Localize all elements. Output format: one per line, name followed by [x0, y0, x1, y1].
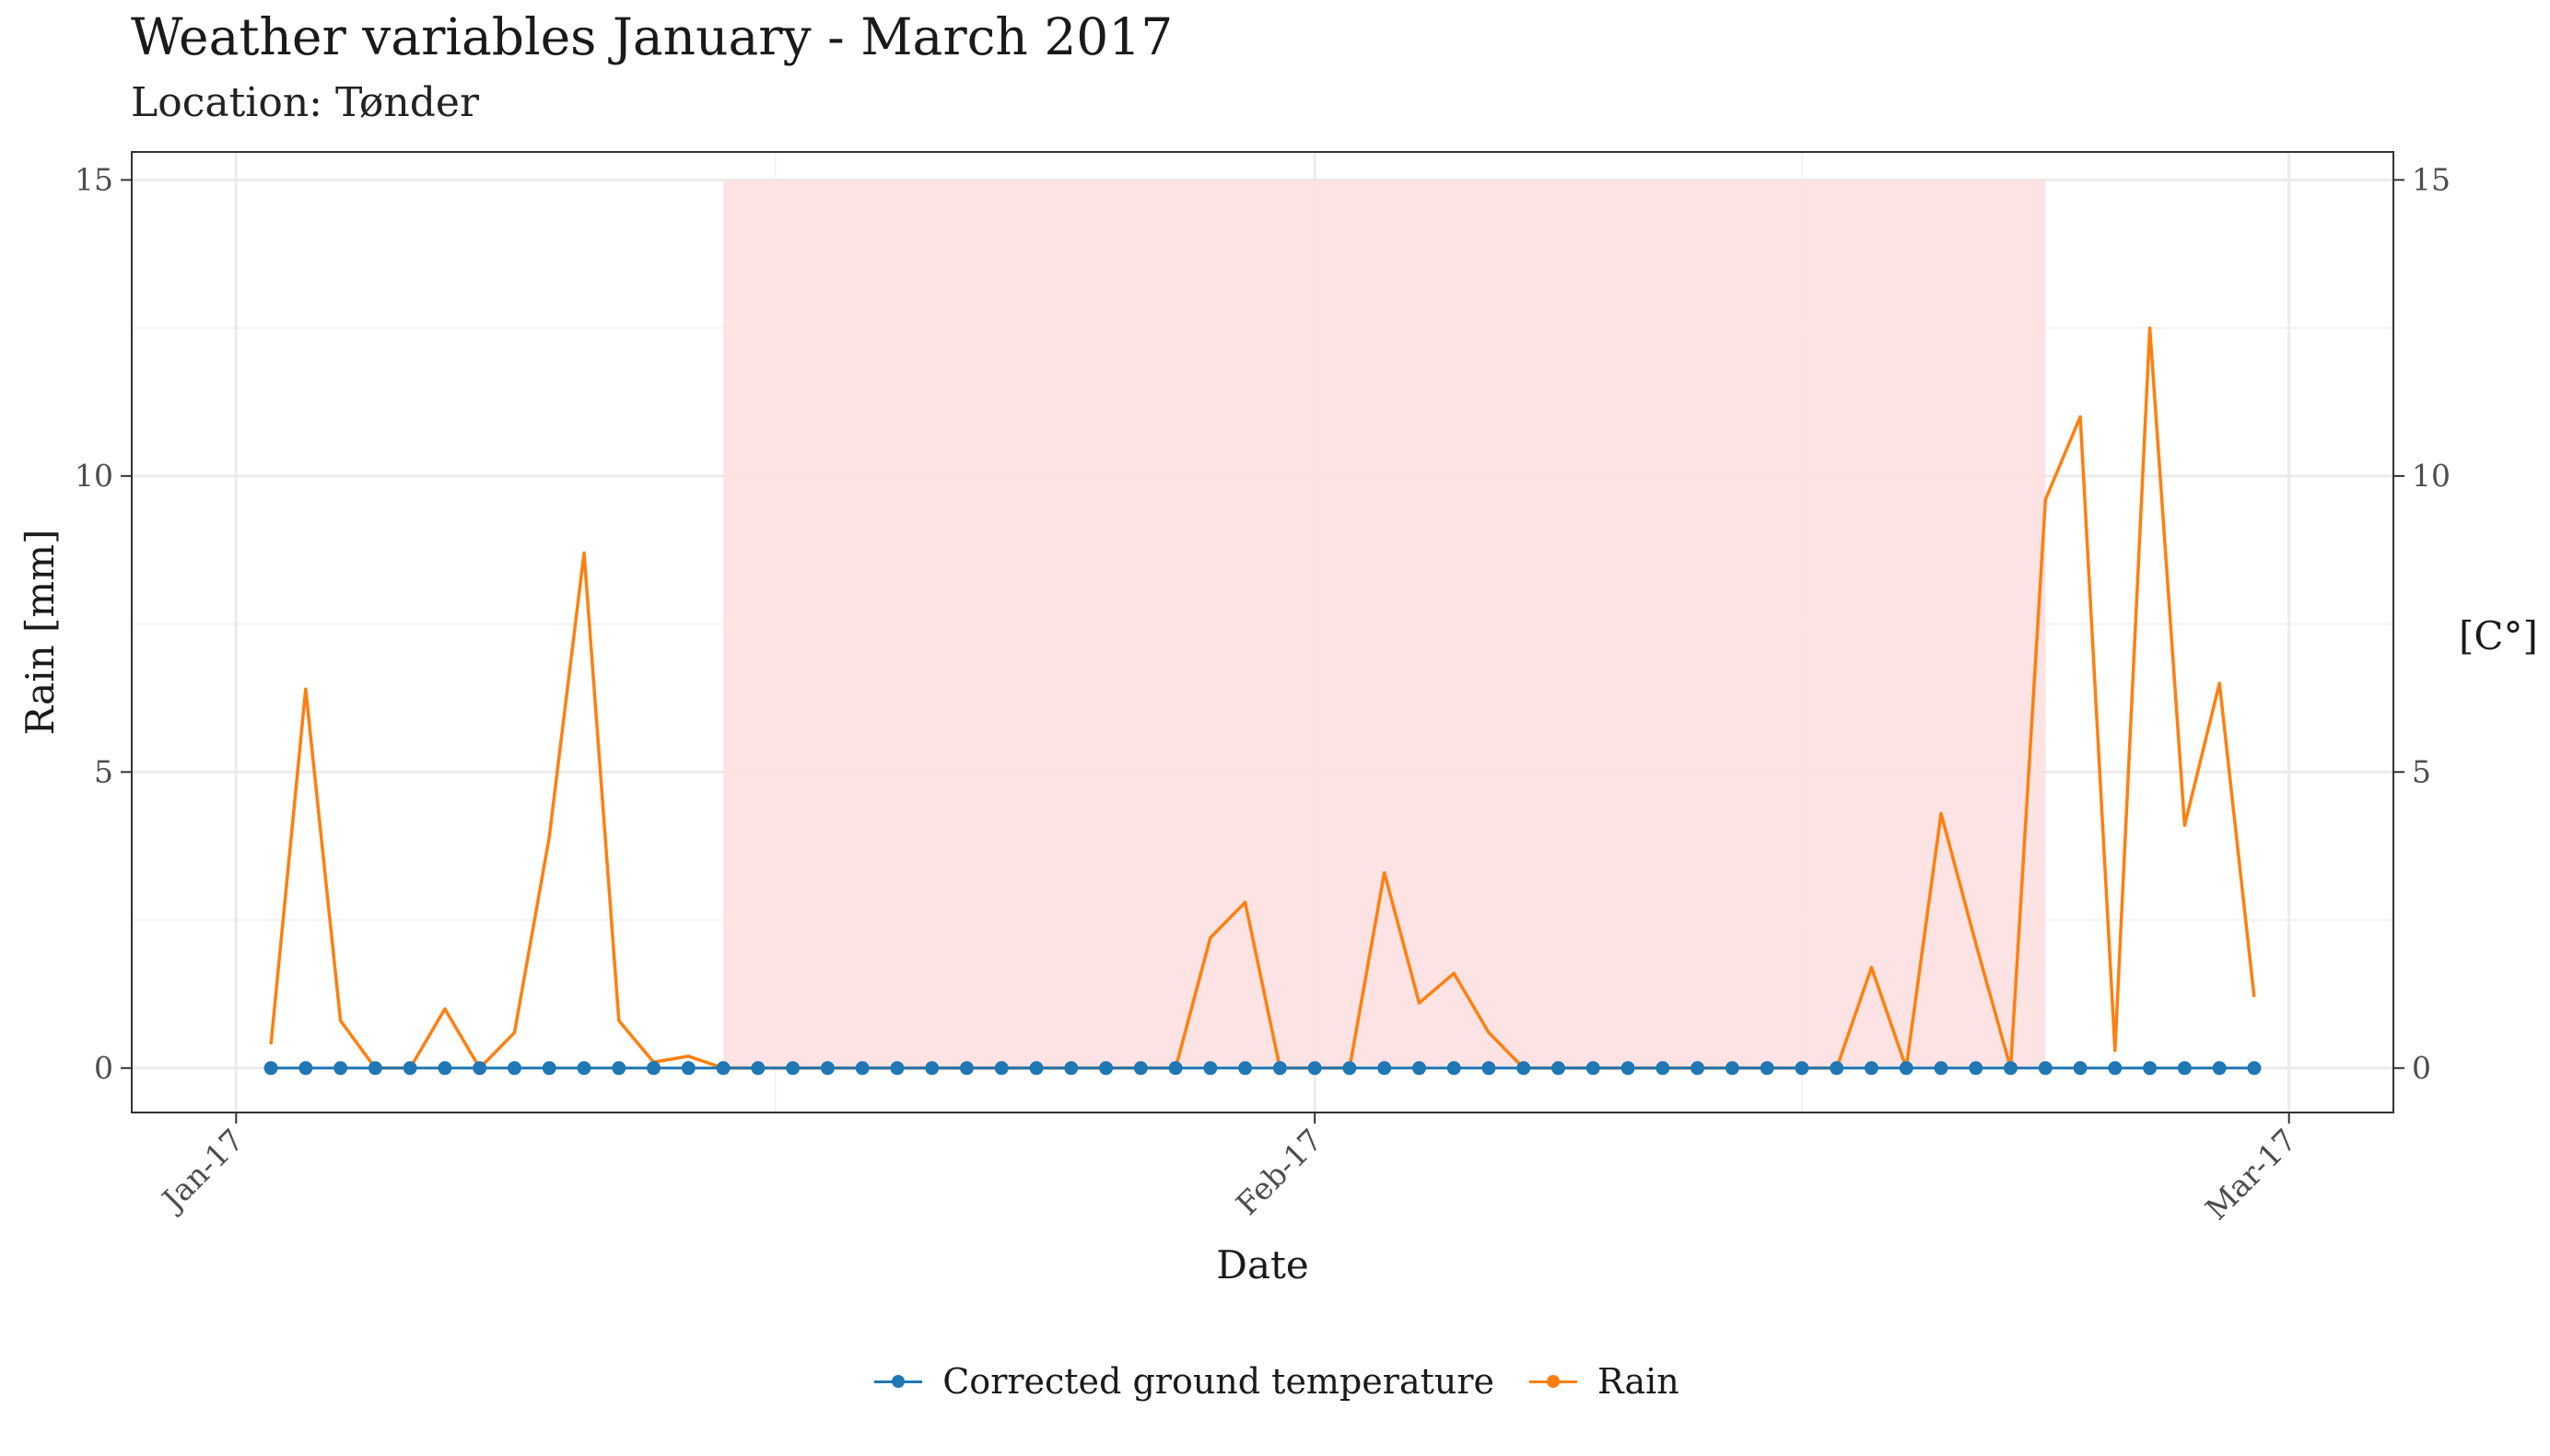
y2-tick-label: 15 [2412, 161, 2451, 197]
temperature-point [1655, 1061, 1670, 1076]
temperature-point [994, 1061, 1009, 1076]
legend-label-temperature: Corrected ground temperature [942, 1361, 1494, 1402]
temperature-point [2247, 1061, 2262, 1076]
temperature-point [1585, 1061, 1600, 1076]
temperature-point [681, 1061, 696, 1076]
temperature-point [786, 1061, 801, 1076]
temperature-point [1481, 1061, 1496, 1076]
temperature-point [1029, 1061, 1044, 1076]
legend: Corrected ground temperature Rain [0, 1361, 2550, 1402]
rain-line [269, 326, 2256, 1070]
legend-item-rain: Rain [1526, 1361, 1679, 1402]
temperature-point [2212, 1061, 2227, 1076]
temperature-point [716, 1061, 731, 1076]
temperature-point [959, 1061, 974, 1076]
y-tick-label: 5 [94, 753, 113, 789]
temperature-point [1272, 1061, 1287, 1076]
temperature-point [2004, 1061, 2018, 1076]
temperature-point [855, 1061, 870, 1076]
temperature-point [1969, 1061, 1983, 1076]
y-tick-label: 10 [75, 458, 113, 494]
temperature-point [2108, 1061, 2123, 1076]
temperature-point [473, 1061, 487, 1076]
temperature-point [1064, 1061, 1079, 1076]
temperature-point [1899, 1061, 1913, 1076]
temperature-point [612, 1061, 626, 1076]
temperature-point [403, 1061, 417, 1076]
temperature-point [2177, 1061, 2192, 1076]
temperature-point [1342, 1061, 1357, 1076]
temperature-point [1516, 1061, 1531, 1076]
temperature-point [298, 1061, 313, 1076]
y2-axis-title: [C°] [2459, 613, 2538, 658]
legend-item-temperature: Corrected ground temperature [871, 1361, 1494, 1402]
temperature-point [1203, 1061, 1218, 1076]
temperature-point [1620, 1061, 1635, 1076]
shaded-period-rect [723, 180, 2046, 1068]
temperature-point [1238, 1061, 1253, 1076]
y2-tick-label: 5 [2412, 753, 2431, 789]
temperature-point [647, 1061, 661, 1076]
plot-panel-border [131, 151, 2394, 1113]
chart-subtitle: Location: Tønder [131, 79, 479, 126]
temperature-point [1934, 1061, 1948, 1076]
temperature-point [1864, 1061, 1878, 1076]
temperature-point [2038, 1061, 2053, 1076]
temperature-point [820, 1061, 835, 1076]
temperature-point [2073, 1061, 2088, 1076]
temperature-point [1411, 1061, 1426, 1076]
legend-key-rain [1526, 1368, 1581, 1395]
legend-key-temperature [871, 1368, 926, 1395]
temperature-point [890, 1061, 905, 1076]
chart-title: Weather variables January - March 2017 [131, 7, 1174, 66]
temperature-point [333, 1061, 348, 1076]
legend-label-rain: Rain [1597, 1361, 1679, 1402]
temperature-point [577, 1061, 591, 1076]
temperature-point [1725, 1061, 1739, 1076]
temperature-point [2143, 1061, 2158, 1076]
temperature-point [1690, 1061, 1705, 1076]
y-tick-label: 15 [75, 161, 113, 197]
temperature-point [1099, 1061, 1114, 1076]
x-tick-label: Mar-17 [2198, 1122, 2303, 1227]
temperature-point [1830, 1061, 1844, 1076]
temperature-point [368, 1061, 382, 1076]
temperature-point [751, 1061, 766, 1076]
temperature-point [1446, 1061, 1461, 1076]
series-layer [263, 326, 2262, 1076]
temperature-point [1795, 1061, 1809, 1076]
x-tick-label: Feb-17 [1229, 1122, 1329, 1222]
y2-tick-label: 10 [2412, 458, 2451, 494]
temperature-point [438, 1061, 452, 1076]
chart-svg: 0 5 10 15 0 5 10 15 Jan-17 Feb-17 Mar-17 Date Rain… [18, 151, 2538, 1287]
temperature-point [1377, 1061, 1392, 1076]
temperature-point [1760, 1061, 1774, 1076]
y2-tick-label: 0 [2412, 1050, 2431, 1086]
temperature-point [507, 1061, 521, 1076]
y-tick-label: 0 [94, 1050, 113, 1086]
temperature-point [1307, 1061, 1322, 1076]
temperature-point [1133, 1061, 1148, 1076]
temperature-point [1168, 1061, 1183, 1076]
temperature-point [1551, 1061, 1566, 1076]
temperature-point [925, 1061, 940, 1076]
x-axis-title: Date [1216, 1242, 1308, 1287]
shaded-period [723, 180, 2046, 1068]
temperature-point [263, 1061, 278, 1076]
x-tick-label: Jan-17 [153, 1122, 251, 1219]
y-axis-title: Rain [mm] [18, 530, 63, 736]
temperature-point [542, 1061, 556, 1076]
